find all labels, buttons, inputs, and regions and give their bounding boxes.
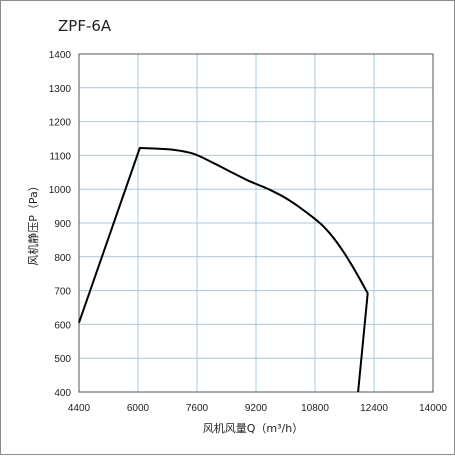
plot-border (78, 53, 434, 393)
y-tick-label: 400 (54, 388, 71, 399)
y-tick-label: 700 (54, 287, 71, 298)
x-tick-label: 7600 (186, 403, 209, 414)
series-line (78, 147, 369, 393)
x-tick-label: 4400 (68, 403, 91, 414)
series-layer (78, 147, 369, 393)
x-tick-labels: 4400 6000 7600 9200 10800 12400 14000 (68, 403, 447, 414)
y-tick-label: 1300 (49, 84, 72, 95)
x-tick-label: 12400 (360, 403, 388, 414)
y-tick-label: 900 (54, 219, 71, 230)
y-tick-label: 600 (54, 320, 71, 331)
y-tick-labels: 400 500 600 700 800 900 1000 1100 1200 1300 1400 (49, 50, 72, 399)
y-tick-label: 500 (54, 354, 71, 365)
y-tick-label: 1400 (49, 50, 72, 61)
x-tick-label: 9200 (245, 403, 268, 414)
x-tick-label: 6000 (127, 403, 150, 414)
x-tick-label: 14000 (419, 403, 447, 414)
y-tick-label: 1200 (49, 118, 72, 129)
y-axis-label: 风机静压P（Pa） (26, 180, 40, 266)
x-tick-label: 10800 (301, 403, 329, 414)
y-tick-label: 1100 (49, 151, 71, 162)
x-axis-label: 风机风量Q（m³/h） (203, 421, 303, 435)
gridlines (79, 54, 433, 392)
y-tick-label: 1000 (49, 185, 72, 196)
chart-title: ZPF-6A (58, 17, 112, 35)
y-tick-label: 800 (54, 253, 71, 264)
